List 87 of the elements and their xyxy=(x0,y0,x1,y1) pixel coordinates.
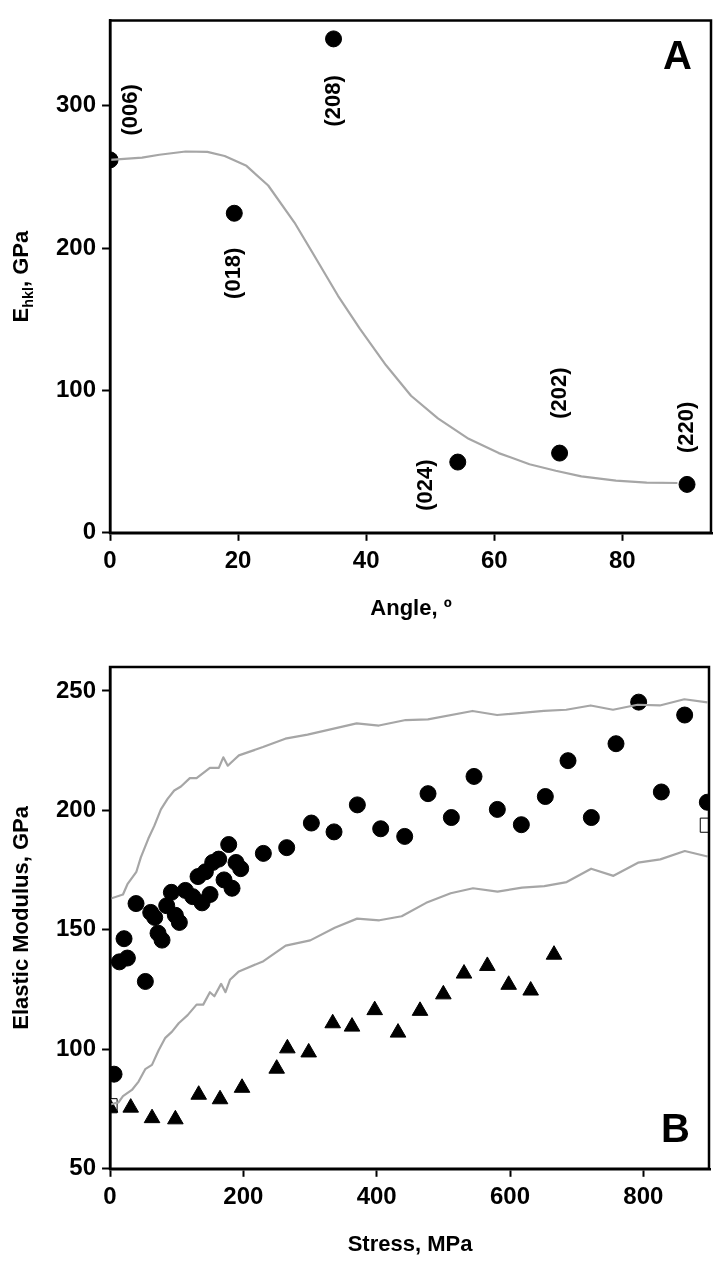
annotation: (220) xyxy=(673,401,699,454)
point xyxy=(153,931,171,949)
point xyxy=(233,1078,251,1093)
point xyxy=(396,827,414,845)
annotation: A xyxy=(663,33,692,78)
point xyxy=(343,1017,361,1032)
point xyxy=(170,913,188,931)
point xyxy=(300,1042,317,1058)
point xyxy=(118,949,136,967)
point xyxy=(442,809,460,827)
point xyxy=(302,814,320,832)
point xyxy=(325,823,343,841)
point xyxy=(143,1108,161,1124)
point xyxy=(366,1000,383,1016)
point xyxy=(500,975,517,990)
point xyxy=(372,820,390,838)
point xyxy=(419,785,437,803)
point xyxy=(559,752,577,770)
point xyxy=(232,860,250,878)
point xyxy=(122,1098,139,1113)
point xyxy=(279,1038,296,1054)
point xyxy=(545,945,563,960)
point xyxy=(676,706,694,724)
point xyxy=(220,836,238,854)
x-tick-label: 20 xyxy=(224,545,252,573)
point xyxy=(512,816,530,834)
point xyxy=(348,796,366,814)
point xyxy=(582,809,600,827)
x-tick-label: 0 xyxy=(103,1181,117,1209)
point xyxy=(210,850,228,868)
x-tick-label: 0 xyxy=(103,545,117,573)
y-tick-label: 200 xyxy=(56,795,97,822)
y-tick-label: 200 xyxy=(56,232,97,260)
point xyxy=(225,204,243,222)
point xyxy=(162,883,180,901)
annotation: B xyxy=(661,1105,690,1150)
point xyxy=(449,453,467,471)
point xyxy=(652,783,670,801)
point xyxy=(115,930,133,948)
annotation: (006) xyxy=(117,84,143,136)
point xyxy=(522,981,539,996)
y-tick-label: 50 xyxy=(69,1153,97,1181)
x-tick-label: 400 xyxy=(356,1181,397,1209)
point xyxy=(411,1001,429,1016)
point xyxy=(254,844,272,862)
point xyxy=(455,964,473,979)
y-tick-label: 250 xyxy=(56,675,97,703)
point xyxy=(536,788,554,806)
point xyxy=(325,30,343,48)
x-tick-label: 40 xyxy=(352,545,380,573)
y-tick-label: 100 xyxy=(56,375,97,403)
x-tick-label: 800 xyxy=(623,1181,664,1209)
point xyxy=(268,1059,285,1074)
point xyxy=(488,800,506,818)
point xyxy=(201,885,219,903)
y-tick-label: 300 xyxy=(56,90,97,118)
point xyxy=(324,1013,341,1029)
y-axis-title: Ehkl, GPa xyxy=(8,230,36,323)
x-axis-title: Angle, º xyxy=(370,594,452,620)
x-tick-label: 80 xyxy=(609,545,636,573)
annotation: (202) xyxy=(545,367,571,419)
x-tick-label: 200 xyxy=(223,1181,264,1209)
annotation: (208) xyxy=(319,75,345,127)
point xyxy=(607,735,625,753)
point xyxy=(167,1109,184,1125)
point xyxy=(479,956,496,971)
point xyxy=(678,475,696,493)
point xyxy=(136,972,154,990)
x-tick-label: 600 xyxy=(489,1181,531,1209)
point xyxy=(223,879,241,897)
y-tick-label: 150 xyxy=(56,914,97,942)
y-tick-label: 100 xyxy=(56,1033,97,1061)
point xyxy=(278,839,296,857)
x-axis-title: Stress, MPa xyxy=(347,1230,474,1256)
annotation: (018) xyxy=(220,247,246,299)
point xyxy=(465,767,483,785)
y-axis-title: Elastic Modulus, GPa xyxy=(8,805,34,1030)
point xyxy=(551,444,569,462)
point xyxy=(146,908,164,926)
point xyxy=(127,895,145,913)
point xyxy=(389,1023,407,1038)
x-tick-label: 60 xyxy=(480,545,508,573)
point xyxy=(190,1085,207,1100)
annotation: (024) xyxy=(411,459,437,511)
point xyxy=(435,984,452,1000)
y-tick-label: 0 xyxy=(82,517,97,545)
point xyxy=(211,1089,229,1105)
